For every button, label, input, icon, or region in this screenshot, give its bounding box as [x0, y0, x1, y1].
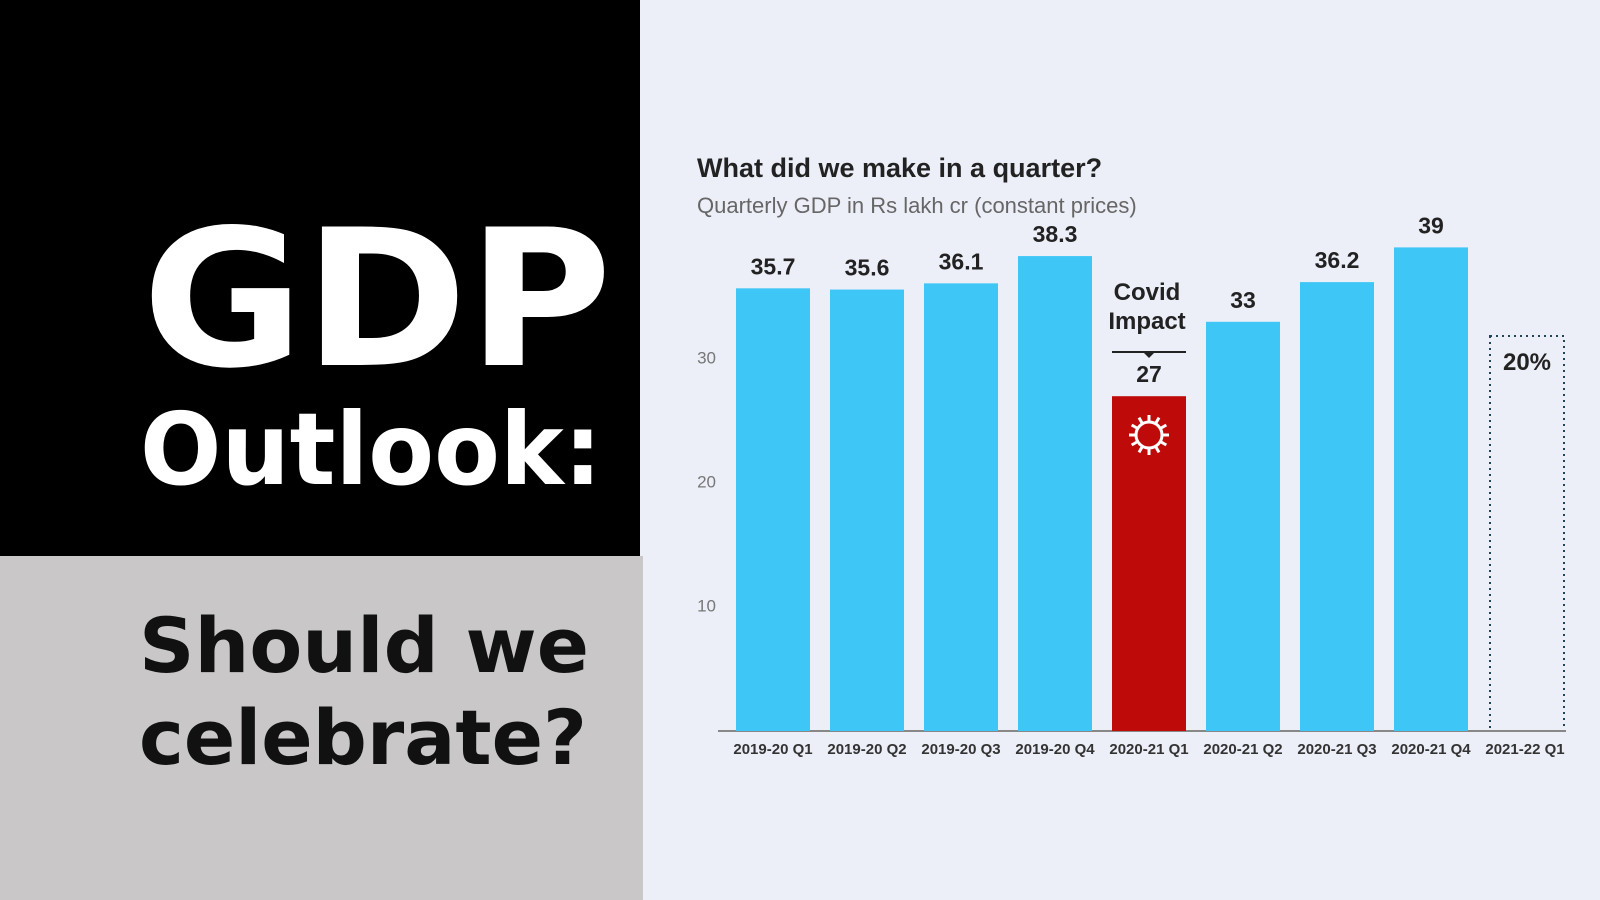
bar: [1300, 282, 1374, 731]
bar: [1018, 256, 1092, 731]
question-panel: [0, 556, 643, 900]
x-tick-label: 2020-21 Q3: [1297, 741, 1376, 758]
annotation-arrow: [1143, 352, 1155, 358]
virus-icon: [1129, 415, 1169, 455]
annotation: Impact: [1108, 308, 1185, 335]
virus-body: [1134, 420, 1164, 450]
y-tick-label: 30: [697, 348, 716, 367]
x-tick-label: 2020-21 Q4: [1391, 741, 1471, 758]
value-label: 36.1: [939, 248, 984, 274]
bar: [736, 288, 810, 731]
x-tick-label: 2020-21 Q2: [1203, 741, 1282, 758]
value-label: 27: [1136, 361, 1162, 387]
y-tick-label: 20: [697, 472, 716, 491]
x-tick-label: 2021-22 Q1: [1485, 741, 1564, 758]
annotation: Covid: [1114, 279, 1181, 306]
value-label: 35.7: [751, 253, 796, 279]
question: Should we: [139, 601, 589, 690]
headline-panel: [0, 0, 640, 556]
x-tick-label: 2019-20 Q3: [921, 741, 1000, 758]
value-label: 35.6: [845, 255, 890, 281]
bar: [830, 289, 904, 731]
value-label: 33: [1230, 287, 1256, 313]
question: celebrate?: [139, 693, 587, 782]
x-tick-label: 2019-20 Q2: [827, 741, 906, 758]
headline: GDP: [142, 189, 612, 410]
x-tick-label: 2019-20 Q4: [1015, 741, 1095, 758]
x-tick-label: 2019-20 Q1: [733, 741, 812, 758]
value-label: 38.3: [1033, 221, 1078, 247]
bar: [1394, 247, 1468, 731]
value-label: 39: [1418, 212, 1444, 238]
x-tick-label: 2020-21 Q1: [1109, 741, 1188, 758]
chart-subtitle: Quarterly GDP in Rs lakh cr (constant pr…: [697, 193, 1137, 218]
chart-title: What did we make in a quarter?: [697, 153, 1102, 183]
bar: [1206, 321, 1280, 731]
projection-label: 20%: [1503, 349, 1551, 376]
bar: [1112, 396, 1186, 731]
y-tick-label: 10: [697, 596, 716, 615]
bar: [924, 283, 998, 731]
headline: Outlook:: [140, 391, 602, 508]
value-label: 36.2: [1315, 247, 1360, 273]
